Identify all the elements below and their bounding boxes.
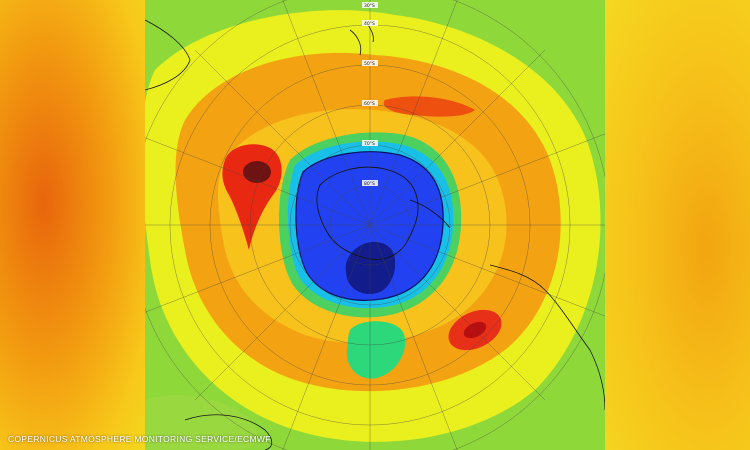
- lat-label-80s: 80°S: [364, 181, 375, 187]
- image-credit: COPERNICUS ATMOSPHERE MONITORING SERVICE…: [8, 434, 271, 444]
- south-america-outline: [489, 264, 605, 411]
- left-blurred-panel: [0, 0, 145, 450]
- right-blurred-panel: [605, 0, 750, 450]
- antarctica-coastline: [316, 166, 419, 260]
- ozone-red-streak-top: [383, 96, 475, 117]
- lat-label-50s: 50°S: [364, 61, 375, 67]
- africa-outline: [184, 414, 273, 450]
- longitude-meridians: [145, 0, 605, 450]
- lat-label-70s: 70°S: [364, 141, 375, 147]
- australia-outline: [145, 19, 191, 91]
- ozone-green-patch-bottom: [346, 321, 406, 379]
- lat-label-30s: 30°S: [364, 3, 375, 9]
- ozone-max-core-left: [243, 161, 271, 183]
- lat-label-60s: 60°S: [364, 101, 375, 107]
- ozone-green-region-bottom-left: [145, 395, 258, 450]
- lat-label-40s: 40°S: [364, 21, 375, 27]
- ozone-map-svg: 80°S 70°S 60°S 50°S 40°S 30°S: [145, 0, 605, 450]
- ozone-map: 80°S 70°S 60°S 50°S 40°S 30°S: [145, 0, 605, 450]
- ozone-hole-core: [345, 241, 396, 295]
- latitude-labels: 80°S 70°S 60°S 50°S 40°S 30°S: [362, 2, 378, 187]
